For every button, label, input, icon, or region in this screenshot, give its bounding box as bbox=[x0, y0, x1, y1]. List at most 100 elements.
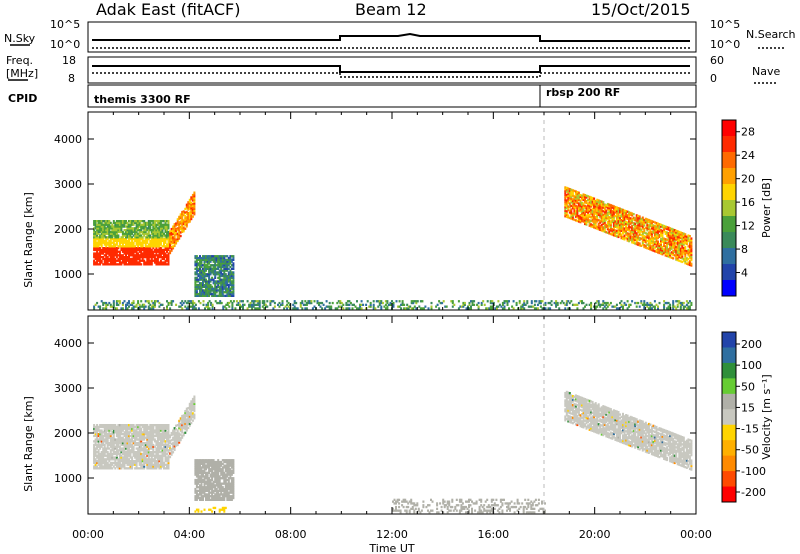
data-cell bbox=[226, 255, 229, 258]
data-cell bbox=[163, 440, 165, 443]
data-cell bbox=[568, 202, 571, 205]
data-cell bbox=[647, 244, 650, 247]
data-cell bbox=[641, 234, 644, 237]
data-cell bbox=[94, 243, 97, 246]
data-cell bbox=[226, 283, 229, 287]
data-cell bbox=[230, 258, 233, 261]
data-cell bbox=[214, 294, 217, 297]
data-cell bbox=[392, 301, 395, 305]
data-cell bbox=[143, 247, 146, 250]
data-cell bbox=[149, 241, 152, 244]
data-cell bbox=[653, 228, 656, 231]
data-cell bbox=[381, 301, 384, 305]
data-cell bbox=[535, 307, 538, 310]
data-cell bbox=[147, 305, 150, 308]
data-cell bbox=[232, 265, 235, 269]
data-cell bbox=[108, 447, 111, 450]
data-cell bbox=[682, 250, 685, 253]
data-cell bbox=[227, 260, 230, 263]
data-cell bbox=[218, 264, 221, 267]
data-cell bbox=[679, 244, 682, 247]
data-cell bbox=[144, 263, 147, 266]
data-cell bbox=[156, 257, 159, 261]
data-cell bbox=[585, 201, 588, 205]
data-cell bbox=[647, 235, 650, 238]
data-cell bbox=[166, 452, 168, 456]
data-cell bbox=[163, 234, 165, 237]
data-cell bbox=[579, 204, 582, 208]
data-cell bbox=[111, 452, 114, 456]
data-cell bbox=[131, 257, 134, 261]
data-cell bbox=[251, 305, 254, 308]
data-cell bbox=[664, 227, 667, 230]
data-cell bbox=[156, 261, 159, 264]
data-cell bbox=[218, 280, 221, 283]
data-cell bbox=[128, 243, 130, 246]
data-cell bbox=[206, 260, 209, 263]
data-cell bbox=[205, 269, 207, 272]
data-cell bbox=[625, 226, 628, 229]
data-cell bbox=[146, 449, 149, 452]
data-cell bbox=[632, 240, 635, 243]
data-cell bbox=[178, 434, 181, 437]
data-cell bbox=[164, 447, 167, 450]
data-cell bbox=[564, 202, 567, 205]
data-cell bbox=[103, 440, 106, 443]
data-cell bbox=[687, 307, 690, 310]
data-cell bbox=[609, 227, 612, 230]
data-cell bbox=[128, 427, 130, 430]
data-cell bbox=[123, 456, 126, 459]
data-cell bbox=[567, 216, 570, 219]
data-cell bbox=[576, 196, 579, 199]
data-cell bbox=[114, 431, 117, 434]
data-cell bbox=[150, 300, 153, 303]
data-cell bbox=[667, 255, 670, 258]
data-cell bbox=[590, 212, 593, 215]
data-cell bbox=[169, 244, 172, 248]
data-cell bbox=[152, 452, 155, 456]
data-cell bbox=[635, 243, 638, 246]
data-cell bbox=[173, 232, 176, 235]
data-cell bbox=[351, 307, 354, 310]
data-cell bbox=[215, 271, 218, 274]
data-cell bbox=[606, 301, 609, 305]
data-cell bbox=[567, 187, 570, 190]
data-cell bbox=[622, 214, 624, 217]
data-cell bbox=[590, 210, 593, 213]
data-cell bbox=[612, 226, 615, 230]
data-cell bbox=[328, 307, 331, 310]
data-cell bbox=[568, 191, 571, 194]
data-cell bbox=[687, 234, 690, 237]
data-cell bbox=[166, 456, 168, 459]
data-cell bbox=[147, 447, 150, 450]
data-cell bbox=[194, 280, 197, 283]
data-cell bbox=[147, 456, 150, 459]
data-cell bbox=[123, 223, 126, 226]
data-cell bbox=[652, 236, 655, 240]
data-cell bbox=[676, 233, 679, 237]
data-cell bbox=[123, 465, 126, 468]
data-cell bbox=[120, 223, 123, 226]
data-cell bbox=[556, 303, 559, 306]
data-cell bbox=[567, 207, 570, 210]
data-cell bbox=[158, 451, 161, 454]
data-cell bbox=[655, 236, 658, 239]
data-cell bbox=[646, 247, 649, 250]
data-cell bbox=[655, 248, 658, 252]
data-cell bbox=[129, 247, 132, 250]
data-cell bbox=[593, 211, 596, 215]
data-cell bbox=[185, 207, 188, 210]
data-cell bbox=[115, 447, 118, 450]
data-cell bbox=[401, 303, 404, 306]
data-cell bbox=[230, 273, 233, 276]
data-cell bbox=[164, 424, 167, 427]
data-cell bbox=[647, 236, 650, 240]
data-cell bbox=[576, 192, 579, 196]
data-cell bbox=[167, 252, 170, 255]
data-cell bbox=[223, 282, 226, 285]
data-cell bbox=[676, 242, 679, 246]
data-cell bbox=[593, 197, 596, 200]
data-cell bbox=[118, 440, 121, 443]
data-cell bbox=[200, 278, 203, 281]
data-cell bbox=[626, 216, 629, 219]
